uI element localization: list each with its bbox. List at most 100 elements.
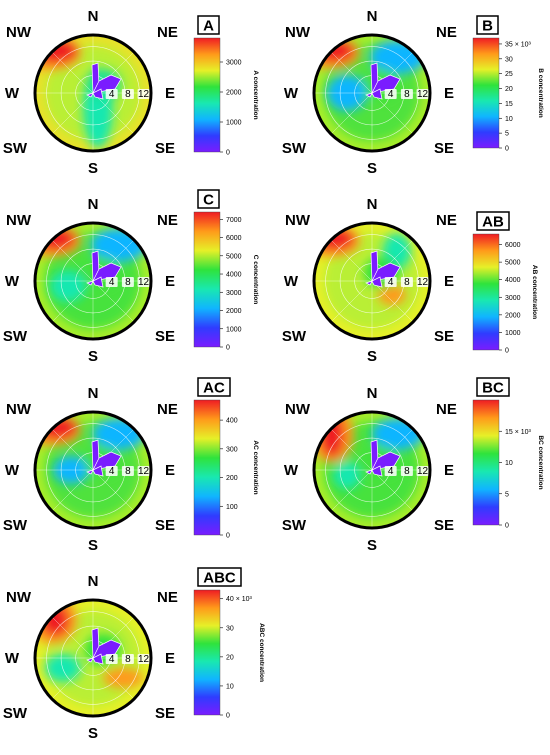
- wind-rose-petal-w: [86, 469, 94, 475]
- field-blob: [45, 654, 81, 682]
- colorbar-tick-label: 0: [505, 523, 509, 530]
- field-blob: [333, 461, 361, 489]
- ring-label-bg: [416, 466, 429, 476]
- compass-e: E: [444, 85, 454, 102]
- compass-n: N: [88, 573, 99, 590]
- panel-label-box: [197, 15, 220, 35]
- compass-ne: NE: [436, 212, 457, 229]
- compass-sw: SW: [282, 517, 307, 534]
- compass-w: W: [5, 650, 20, 667]
- colorbar-tick-label: 20: [226, 654, 234, 661]
- ring-label-bg: [400, 466, 413, 476]
- colorbar-tick-label: 4000: [226, 272, 242, 279]
- compass-e: E: [444, 462, 454, 479]
- compass-nw: NW: [285, 212, 311, 229]
- compass-sw: SW: [282, 328, 307, 345]
- panel-label: C: [203, 192, 214, 209]
- compass-s: S: [88, 537, 98, 554]
- colorbar-tick-label: 0: [226, 345, 230, 352]
- compass-w: W: [284, 462, 299, 479]
- colorbar-tick-label: 40 × 10³: [226, 596, 253, 603]
- ring-label-4: 4: [388, 277, 394, 288]
- compass-sw: SW: [3, 705, 28, 722]
- field-blob: [378, 285, 406, 305]
- wind-rose-petal-w: [86, 280, 94, 286]
- compass-ne: NE: [436, 401, 457, 418]
- ring-label-12: 12: [138, 654, 150, 665]
- ring-label-8: 8: [125, 466, 131, 477]
- ring-label-bg: [105, 654, 118, 664]
- compass-e: E: [165, 650, 175, 667]
- ring-label-8: 8: [404, 466, 410, 477]
- wind-rose: [86, 439, 122, 477]
- colorbar: [193, 211, 221, 348]
- wind-rose-petal-w: [365, 280, 373, 286]
- compass-w: W: [5, 462, 20, 479]
- ring-label-4: 4: [388, 466, 394, 477]
- colorbar: [472, 233, 500, 351]
- ring-label-4: 4: [388, 89, 394, 100]
- panel-label: B: [482, 18, 493, 35]
- compass-nw: NW: [6, 401, 32, 418]
- polar-panel-ac: 4 8 12 N NE E SE S SW W NW AC 0 100 200 300 400 AC concen…: [3, 377, 259, 554]
- colorbar-tick-label: 7000: [226, 217, 242, 224]
- colorbar-tick-label: 2000: [226, 90, 242, 97]
- compass-nw: NW: [6, 589, 32, 606]
- ring-label-bg: [384, 466, 397, 476]
- ring-label-4: 4: [109, 466, 115, 477]
- panel-label-box: [476, 15, 499, 35]
- polar-outline: [33, 410, 153, 530]
- colorbar-title: A concentration: [252, 70, 259, 119]
- compass-n: N: [88, 8, 99, 25]
- panel-label: A: [203, 18, 214, 35]
- compass-nw: NW: [6, 24, 32, 41]
- colorbar-tick-label: 100: [226, 504, 238, 511]
- colorbar-tick-label: 5000: [505, 260, 521, 267]
- colorbar-tick-label: 10: [505, 116, 513, 123]
- colorbar: [472, 399, 500, 526]
- wind-rose: [86, 627, 122, 665]
- compass-s: S: [367, 537, 377, 554]
- colorbar-tick-label: 25: [505, 71, 513, 78]
- colorbar-title: B concentration: [537, 68, 544, 118]
- ring-label-bg: [121, 466, 134, 476]
- wind-rose-petal-e: [371, 465, 383, 477]
- ring-label-bg: [137, 466, 150, 476]
- colorbar-title: BC concentration: [537, 435, 544, 489]
- ring-label-4: 4: [109, 654, 115, 665]
- ring-label-12: 12: [138, 277, 150, 288]
- colorbar: [472, 37, 500, 149]
- compass-se: SE: [155, 140, 175, 157]
- colorbar-tick-label: 3000: [505, 295, 521, 302]
- colorbar-tick-label: 1000: [226, 326, 242, 333]
- ring-label-bg: [400, 89, 413, 99]
- panel-label-box: [197, 189, 220, 209]
- ring-label-bg: [121, 277, 134, 287]
- polar-outline: [33, 221, 153, 341]
- polar-panel-b: 4 8 12 N NE E SE S SW W NW B 0 5 10 15 20 25 30 35 × 10³ B c…: [282, 8, 544, 177]
- panel-label: AB: [482, 214, 504, 231]
- compass-se: SE: [434, 328, 454, 345]
- compass-s: S: [367, 348, 377, 365]
- ring-label-12: 12: [417, 89, 429, 100]
- wind-rose-petal-w: [86, 657, 94, 663]
- wind-rose-petal-w: [365, 92, 373, 98]
- compass-n: N: [367, 8, 378, 25]
- compass-se: SE: [155, 328, 175, 345]
- colorbar-tick-label: 3000: [226, 290, 242, 297]
- colorbar-tick-label: 2000: [226, 308, 242, 315]
- colorbar-tick-label: 200: [226, 475, 238, 482]
- wind-rose-petal-w: [365, 469, 373, 475]
- ring-label-8: 8: [125, 277, 131, 288]
- colorbar-title: AC concentration: [252, 440, 259, 494]
- compass-w: W: [5, 273, 20, 290]
- polar-panel-a: 4 8 12 N NE E SE S SW W NW A 0 1000 2000 3000 A concentr…: [3, 8, 259, 177]
- ring-label-bg: [416, 89, 429, 99]
- compass-w: W: [284, 273, 299, 290]
- colorbar-tick-label: 0: [505, 348, 509, 355]
- ring-label-12: 12: [138, 466, 150, 477]
- compass-nw: NW: [285, 24, 311, 41]
- wind-rose-petal-e: [92, 276, 104, 288]
- field-blob: [50, 270, 86, 302]
- colorbar-tick-label: 5: [505, 491, 509, 498]
